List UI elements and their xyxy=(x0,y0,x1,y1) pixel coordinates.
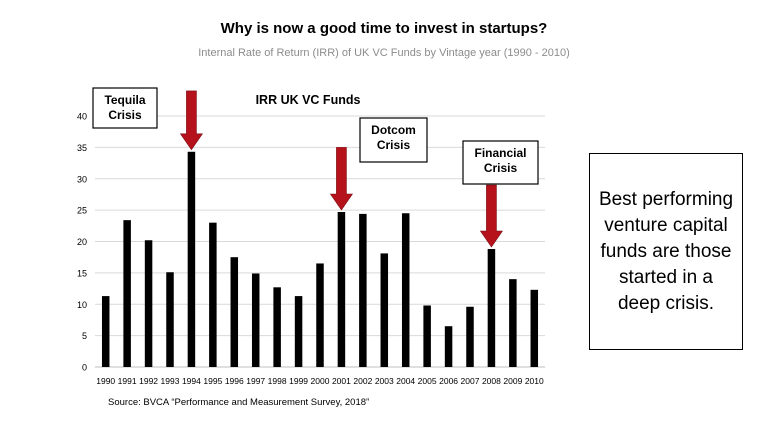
bar-1997 xyxy=(251,273,260,367)
y-tick-label: 20 xyxy=(77,237,87,247)
crisis-label-box xyxy=(92,87,158,129)
x-tick-label: 2002 xyxy=(353,376,372,386)
y-tick-label: 10 xyxy=(77,300,87,310)
bar-1995 xyxy=(209,222,217,367)
y-tick-label: 30 xyxy=(77,174,87,184)
x-tick-label: 2001 xyxy=(332,376,351,386)
bar-1999 xyxy=(294,296,303,367)
bar-1990 xyxy=(101,296,110,367)
x-tick-label: 1991 xyxy=(118,376,137,386)
crisis-label-box xyxy=(359,117,428,163)
x-tick-label: 1998 xyxy=(268,376,287,386)
x-tick-label: 1994 xyxy=(182,376,201,386)
crisis-label-box xyxy=(462,140,539,185)
crisis-arrow-2001 xyxy=(329,147,353,211)
x-tick-label: 2007 xyxy=(461,376,480,386)
x-tick-label: 1993 xyxy=(161,376,180,386)
bar-2003 xyxy=(380,253,389,367)
bar-1996 xyxy=(230,257,239,367)
bar-2010 xyxy=(530,289,539,367)
bar-1994 xyxy=(187,151,196,367)
x-tick-label: 2005 xyxy=(418,376,437,386)
bar-2007 xyxy=(466,306,474,367)
x-tick-label: 2008 xyxy=(482,376,501,386)
x-tick-label: 1997 xyxy=(246,376,265,386)
bar-1998 xyxy=(273,287,281,367)
x-tick-label: 1992 xyxy=(139,376,158,386)
bars xyxy=(101,151,539,367)
crisis-label: Tequila Crisis xyxy=(104,93,145,122)
bar-2001 xyxy=(337,212,346,367)
x-axis: 1990 1991 1992 1993 1994 1995 1996 1997 1998 1999… xyxy=(96,376,544,386)
x-tick-label: 2004 xyxy=(396,376,415,386)
bar-2009 xyxy=(509,279,517,367)
callout-box: Best performing venture capital funds ar… xyxy=(589,153,743,350)
bar-2004 xyxy=(401,213,410,367)
x-tick-label: 2009 xyxy=(503,376,522,386)
y-tick-label: 0 xyxy=(82,363,87,373)
crisis-arrow-1994 xyxy=(179,90,203,151)
page-title: Why is now a good time to invest in star… xyxy=(220,20,548,37)
x-tick-label: 2010 xyxy=(525,376,544,386)
x-tick-label: 1990 xyxy=(96,376,115,386)
bar-1992 xyxy=(144,240,153,367)
bar-2002 xyxy=(359,213,367,367)
page-subtitle: Internal Rate of Return (IRR) of UK VC F… xyxy=(198,47,570,59)
y-tick-label: 40 xyxy=(77,112,87,122)
y-tick-label: 25 xyxy=(77,206,87,216)
x-tick-label: 2000 xyxy=(311,376,330,386)
x-tick-label: 2003 xyxy=(375,376,394,386)
x-tick-label: 1999 xyxy=(289,376,308,386)
bar-2008 xyxy=(487,249,496,367)
y-tick-label: 35 xyxy=(77,143,87,153)
crisis-label: Financial Crisis xyxy=(474,146,526,175)
source-note: Source: BVCA “Performance and Measuremen… xyxy=(108,397,370,408)
y-tick-label: 15 xyxy=(77,268,87,278)
x-tick-label: 1996 xyxy=(225,376,244,386)
bar-2006 xyxy=(444,326,453,367)
crisis-annotations: Tequila Crisis Dotcom Crisis Financial Crisis xyxy=(92,87,539,248)
y-tick-label: 5 xyxy=(82,331,87,341)
bar-2005 xyxy=(423,305,431,367)
crisis-arrow-2008 xyxy=(479,184,503,248)
x-tick-label: 1995 xyxy=(203,376,222,386)
bar-1993 xyxy=(166,272,174,367)
y-axis: 0 5 10 15 20 25 30 35 40 xyxy=(77,112,87,373)
crisis-label: Dotcom Crisis xyxy=(371,123,416,152)
bar-2000 xyxy=(316,263,324,367)
bar-1991 xyxy=(123,220,131,367)
chart-title: IRR UK VC Funds xyxy=(256,93,361,107)
x-tick-label: 2006 xyxy=(439,376,458,386)
